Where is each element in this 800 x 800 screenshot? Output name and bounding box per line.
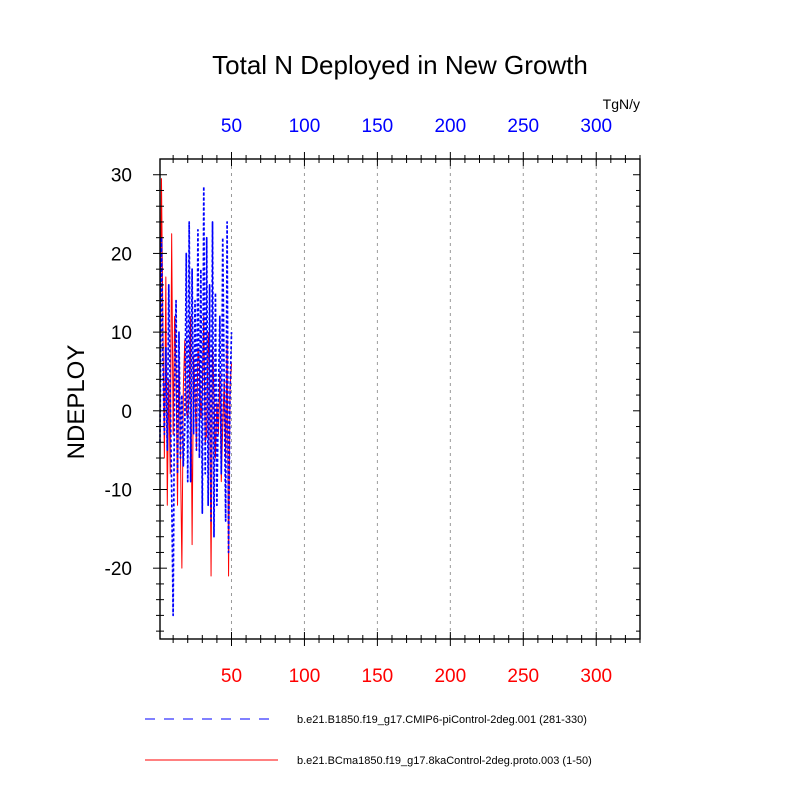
x-tick-label-bottom: 250 <box>507 666 539 687</box>
series-line-blue <box>159 185 233 617</box>
y-tick-label: 0 <box>121 402 132 423</box>
tick-labels: 5050100100150150200200250250300300302010… <box>105 116 613 687</box>
plot-frame <box>159 158 641 640</box>
x-tick-label-top: 100 <box>289 116 321 137</box>
legend: b.e21.B1850.f19_g17.CMIP6-piControl-2deg… <box>145 714 592 767</box>
series-layer <box>159 178 233 617</box>
x-tick-label-bottom: 50 <box>221 666 242 687</box>
y-tick-label: 30 <box>111 166 132 187</box>
x-tick-label-top: 150 <box>362 116 394 137</box>
axis-ticks <box>153 152 641 646</box>
x-tick-label-bottom: 100 <box>289 666 321 687</box>
series-line-red <box>159 178 232 577</box>
legend-entry-label: b.e21.B1850.f19_g17.CMIP6-piControl-2deg… <box>297 714 587 726</box>
y-tick-label: -20 <box>105 559 132 580</box>
y-tick-label: -10 <box>105 480 132 501</box>
units-label: TgN/y <box>603 96 640 112</box>
x-tick-label-top: 300 <box>580 116 612 137</box>
legend-entry-label: b.e21.BCma1850.f19_g17.8kaControl-2deg.p… <box>297 755 592 767</box>
y-tick-label: 20 <box>111 244 132 265</box>
chart-title: Total N Deployed in New Growth <box>212 50 588 80</box>
y-tick-label: 10 <box>111 323 132 344</box>
x-tick-label-bottom: 300 <box>580 666 612 687</box>
grid-lines <box>230 159 597 639</box>
x-tick-label-top: 200 <box>434 116 466 137</box>
x-tick-label-bottom: 150 <box>362 666 394 687</box>
x-tick-label-bottom: 200 <box>434 666 466 687</box>
x-tick-label-top: 50 <box>221 116 242 137</box>
y-axis-label: NDEPLOY <box>63 345 90 460</box>
x-tick-label-top: 250 <box>507 116 539 137</box>
